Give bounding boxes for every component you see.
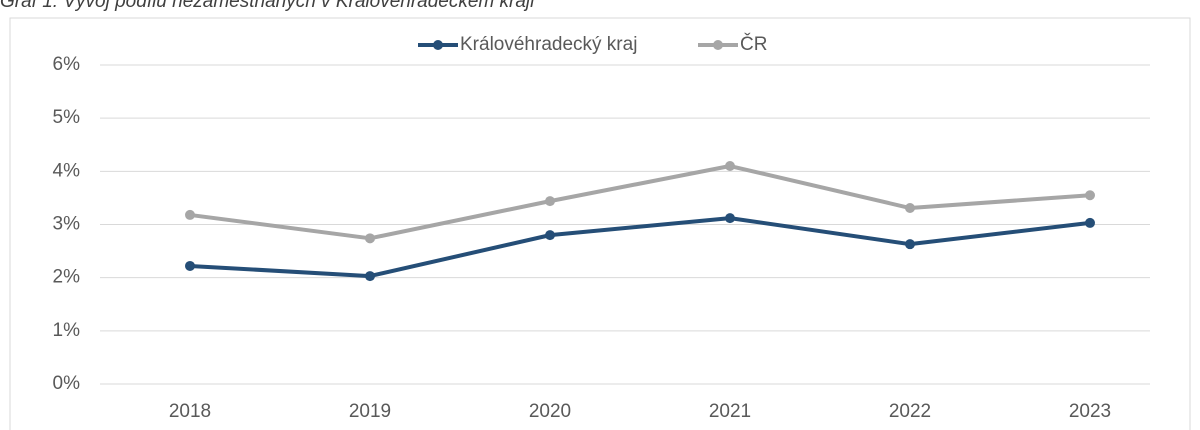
- y-tick-label: 2%: [53, 267, 81, 288]
- x-tick-label: 2019: [349, 401, 391, 422]
- x-tick-label: 2021: [709, 401, 751, 422]
- legend-label: Královéhradecký kraj: [460, 34, 637, 55]
- data-point: [1085, 217, 1095, 228]
- data-point: [725, 161, 735, 172]
- series-line: [189, 164, 1091, 241]
- x-tick-label: 2022: [889, 401, 931, 422]
- data-point: [365, 271, 375, 282]
- chart-title: Graf 1: Vývoj podílu nezaměstnaných v Kr…: [0, 0, 535, 12]
- chart-border: [9, 17, 1191, 430]
- series-line: [189, 216, 1091, 279]
- y-tick-label: 3%: [53, 214, 81, 235]
- legend-label: ČR: [740, 33, 767, 55]
- data-point: [725, 213, 735, 224]
- legend-marker: [433, 40, 443, 50]
- y-tick-label: 1%: [53, 320, 81, 341]
- x-tick-label: 2023: [1069, 401, 1111, 422]
- y-tick-label: 6%: [53, 54, 81, 75]
- data-point: [905, 203, 915, 214]
- y-tick-label: 0%: [53, 373, 81, 394]
- data-point: [545, 230, 555, 241]
- data-point: [185, 209, 195, 220]
- y-tick-label: 4%: [53, 160, 81, 181]
- x-tick-label: 2018: [169, 401, 211, 422]
- data-point: [365, 233, 375, 244]
- data-point: [545, 196, 555, 207]
- data-point: [905, 239, 915, 250]
- legend-marker: [713, 40, 723, 50]
- data-point: [1085, 190, 1095, 201]
- data-point: [185, 260, 195, 271]
- x-tick-label: 2020: [529, 401, 571, 422]
- y-tick-label: 5%: [53, 107, 81, 128]
